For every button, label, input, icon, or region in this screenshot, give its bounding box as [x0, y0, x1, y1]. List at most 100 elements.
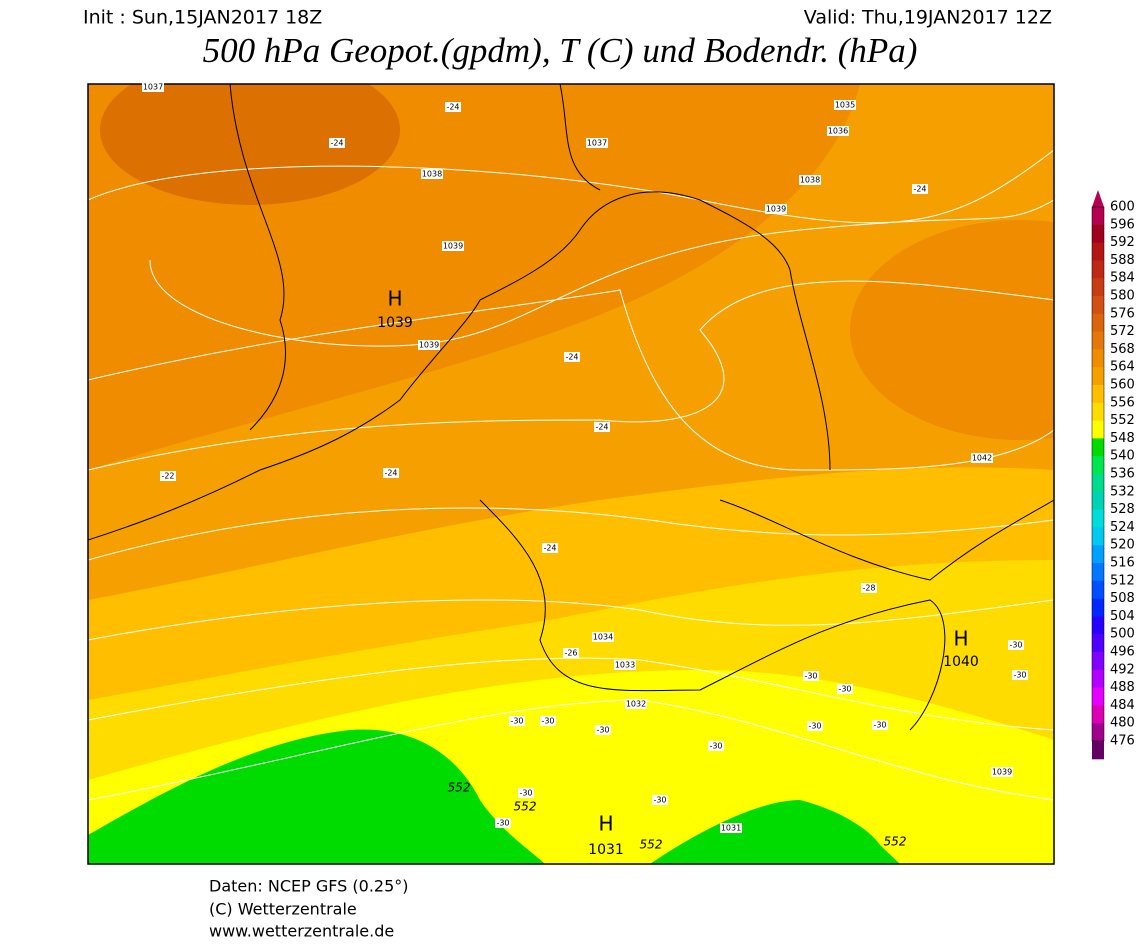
colorbar-segment [1092, 652, 1104, 671]
label-box [799, 175, 821, 185]
colorbar-segment [1092, 669, 1104, 689]
temperature-label: -30 [596, 726, 609, 735]
colorbar-label: 480 [1110, 716, 1135, 731]
colorbar-label: 520 [1110, 538, 1135, 553]
isobar-label: 1039 [419, 341, 439, 350]
label-box [592, 632, 614, 642]
label-box [1012, 670, 1028, 680]
init-time: Init : Sun,15JAN2017 18Z [83, 7, 322, 29]
isobar-label: 1032 [626, 700, 646, 709]
label-box [765, 204, 787, 214]
temperature-label: -30 [653, 796, 666, 805]
label-box [445, 102, 461, 112]
label-box [991, 767, 1013, 777]
colorbar-segment [1092, 207, 1104, 226]
colorbar-label: 584 [1110, 271, 1135, 286]
colorbar-segment [1092, 402, 1104, 422]
label-box [652, 795, 668, 805]
colorbar-segment [1092, 438, 1104, 457]
colorbar-label: 592 [1110, 235, 1135, 250]
colorbar-segment [1092, 242, 1104, 261]
colorbar-segment [1092, 385, 1104, 404]
colorbar-segment [1092, 723, 1104, 742]
colorbar-segment [1092, 598, 1104, 617]
isobar-label: 1037 [143, 83, 163, 92]
colorbar-label: 492 [1110, 662, 1135, 677]
geopotential-label: 552 [884, 835, 907, 849]
isobar-label: 1038 [800, 176, 820, 185]
colorbar-segment [1092, 474, 1104, 493]
colorbar-label: 564 [1110, 360, 1135, 375]
colorbar-label: 508 [1110, 591, 1135, 606]
band [650, 800, 900, 864]
label-box [720, 823, 742, 833]
temperature-label: -30 [519, 789, 532, 798]
colorbar-segment [1092, 545, 1104, 564]
label-box [861, 583, 877, 593]
colorbar-label: 504 [1110, 609, 1135, 624]
colorbar-label: 528 [1110, 502, 1135, 517]
colorbar-label: 576 [1110, 306, 1135, 321]
colorbar-label: 556 [1110, 395, 1135, 410]
colorbar-segment [1092, 260, 1104, 279]
label-box [872, 720, 888, 730]
label-box [834, 100, 856, 110]
colorbar-segment [1092, 527, 1104, 546]
colorbar-label: 532 [1110, 484, 1135, 499]
map-title: 500 hPa Geopot.(gpdm), T (C) und Bodendr… [203, 31, 918, 70]
label-box [518, 788, 534, 798]
geopotential-label: 552 [448, 781, 471, 795]
isobar-label: 1038 [422, 170, 442, 179]
colorbar-segment [1092, 367, 1104, 386]
temperature-label: -24 [446, 103, 459, 112]
label-box [595, 725, 611, 735]
label-box [329, 138, 345, 148]
colorbar-label: 540 [1110, 449, 1135, 464]
label-box [625, 699, 647, 709]
label-box [383, 468, 399, 478]
colorbar-label: 524 [1110, 520, 1135, 535]
high-pressure: 1031 [588, 842, 624, 858]
colorbar-segment [1092, 278, 1104, 297]
isobar-label: 1033 [615, 661, 635, 670]
band [88, 729, 545, 864]
colorbar-frame [1091, 206, 1105, 742]
isobar-label: 1042 [972, 454, 992, 463]
high-pressure: 1040 [943, 654, 979, 670]
label-box [563, 648, 579, 658]
isobar-label: 1036 [828, 127, 848, 136]
colorbar-label: 548 [1110, 431, 1135, 446]
temperature-label: -30 [709, 742, 722, 751]
isobar-label: 1039 [992, 768, 1012, 777]
label-box [421, 169, 443, 179]
colorbar-label: 512 [1110, 573, 1135, 588]
temperature-label: -24 [595, 423, 608, 432]
colorbar-segment [1092, 705, 1104, 724]
temperature-label: -24 [913, 185, 926, 194]
colorbar-label: 588 [1110, 253, 1135, 268]
colorbar-segment [1092, 313, 1104, 333]
label-box [142, 82, 164, 92]
temperature-label: -22 [161, 472, 174, 481]
colorbar-label: 488 [1110, 680, 1135, 695]
temperature-label: -24 [565, 353, 578, 362]
colorbar-segment [1092, 687, 1104, 706]
colorbar-segment [1092, 224, 1104, 244]
label-box [1008, 640, 1024, 650]
temperature-label: -26 [564, 649, 577, 658]
colorbar-label: 536 [1110, 467, 1135, 482]
footer-line: Daten: NCEP GFS (0.25°) [209, 877, 409, 896]
map-area [88, 84, 1054, 864]
high-symbol: H [598, 812, 613, 836]
label-box [971, 453, 993, 463]
colorbar-segment [1092, 634, 1104, 653]
label-box [594, 422, 610, 432]
temperature-label: -30 [496, 819, 509, 828]
label-box [837, 684, 853, 694]
map-frame [87, 83, 1055, 865]
colorbar-segment [1092, 331, 1104, 350]
isobar-label: 1037 [587, 139, 607, 148]
colorbar-label: 568 [1110, 342, 1135, 357]
temperature-label: -24 [330, 139, 343, 148]
